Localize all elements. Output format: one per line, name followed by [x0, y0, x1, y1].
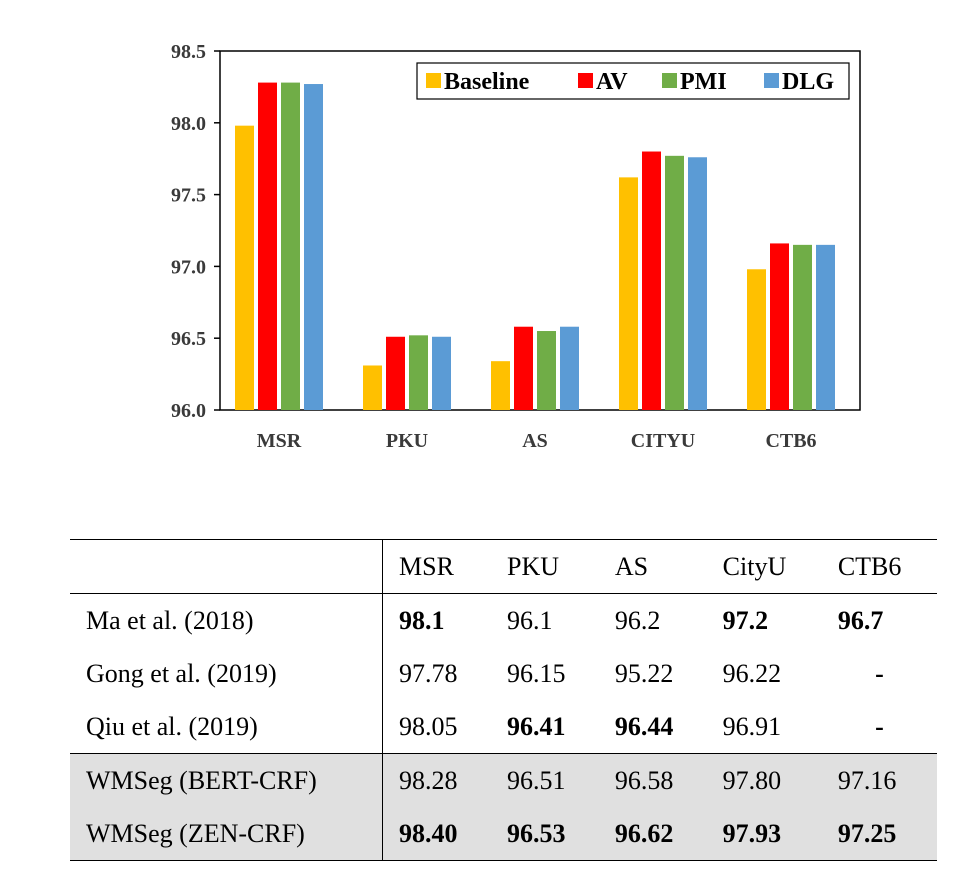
table-cell: -	[875, 658, 884, 688]
table-cell: 97.93	[706, 807, 822, 861]
table-cell: 98.05	[399, 711, 458, 741]
x-tick-label: AS	[522, 430, 548, 452]
column-header: AS	[614, 551, 649, 581]
x-tick-label: CITYU	[631, 430, 695, 452]
row-label: WMSeg (BERT-CRF)	[70, 753, 383, 807]
y-tick-label: 97.0	[171, 256, 206, 278]
y-tick-label: 96.5	[171, 328, 206, 350]
legend-swatch-dlg	[764, 73, 779, 88]
legend-swatch-av	[578, 73, 593, 88]
table-cell: 96.51	[491, 753, 599, 807]
bar-baseline-as	[491, 361, 510, 410]
table-cell: 96.62	[598, 807, 707, 861]
bar-pmi-cityu	[665, 155, 684, 410]
table-row: WMSeg (ZEN-CRF) 98.40 96.53 96.62 97.93 97.25	[70, 807, 937, 861]
bar-av-as	[514, 326, 533, 410]
x-tick-label: PKU	[386, 430, 428, 452]
bar-dlg-msr	[304, 84, 323, 410]
table-cell: 96.2	[614, 605, 661, 635]
table-cell: 96.15	[507, 658, 566, 688]
table-cell: 97.78	[399, 658, 458, 688]
table-cell: 96.44	[614, 711, 674, 741]
table-cell: 97.25	[821, 807, 937, 861]
legend-label: PMI	[680, 69, 727, 95]
header-corner	[70, 539, 383, 594]
column-header: CTB6	[837, 551, 902, 581]
table-body: Ma et al. (2018) 98.1 96.1 96.2 97.2 96.7 Gong…	[70, 593, 937, 861]
bar-pmi-ctb6	[793, 244, 812, 410]
column-header: CityU	[722, 551, 787, 581]
bar-av-ctb6	[770, 243, 789, 410]
bar-pmi-as	[537, 331, 556, 410]
bar-baseline-cityu	[619, 177, 638, 410]
bar-baseline-msr	[235, 125, 254, 410]
table-cell: 96.91	[722, 711, 782, 741]
bars	[235, 82, 835, 410]
row-label: Qiu et al. (2019)	[70, 700, 383, 754]
column-header: MSR	[399, 551, 454, 581]
bar-av-msr	[258, 82, 277, 410]
y-tick-label: 98.0	[171, 113, 206, 135]
table-cell: 96.58	[598, 753, 707, 807]
legend: Baseline AV PMI DLG	[416, 62, 850, 100]
legend-label: AV	[596, 69, 628, 95]
table-cell: 97.80	[706, 753, 822, 807]
table-cell: 97.16	[821, 753, 937, 807]
table-row: Gong et al. (2019) 97.78 96.15 95.22 96.22 -	[70, 647, 937, 700]
bar-dlg-ctb6	[816, 244, 835, 410]
y-tick-label: 98.5	[171, 41, 206, 63]
bar-dlg-as	[560, 326, 579, 410]
y-axis-ticks: 96.0 96.5 97.0 97.5 98.0 98.5	[171, 41, 220, 422]
bar-av-cityu	[642, 151, 661, 410]
results-table: MSR PKU AS CityU CTB6 Ma et al. (2018) 98…	[70, 539, 937, 861]
table-cell: 96.7	[837, 605, 884, 635]
table-row: WMSeg (BERT-CRF) 98.28 96.51 96.58 97.80 97.1…	[70, 753, 937, 807]
bar-baseline-ctb6	[747, 269, 766, 410]
row-label: WMSeg (ZEN-CRF)	[70, 807, 383, 861]
table-cell: 98.40	[382, 807, 492, 861]
bar-pmi-msr	[281, 82, 300, 410]
table-cell: 96.1	[507, 605, 553, 635]
column-header: PKU	[507, 551, 560, 581]
table-header-row: MSR PKU AS CityU CTB6	[70, 539, 937, 594]
table-row: Ma et al. (2018) 98.1 96.1 96.2 97.2 96.7	[70, 593, 937, 647]
legend-label: DLG	[782, 69, 834, 95]
table-cell: 96.41	[507, 711, 566, 741]
table-cell: 95.22	[614, 658, 674, 688]
table-cell: 97.2	[722, 605, 769, 635]
x-tick-label: MSR	[257, 430, 302, 452]
table-cell: 98.1	[399, 605, 445, 635]
table-cell: -	[875, 711, 884, 741]
bar-chart: 96.0 96.5 97.0 97.5 98.0 98.5 MSR PKU AS CITYU CT…	[171, 41, 861, 452]
bar-baseline-pku	[363, 365, 382, 410]
table-cell: 98.28	[382, 753, 492, 807]
legend-label: Baseline	[444, 69, 530, 95]
legend-swatch-pmi	[662, 73, 677, 88]
bar-dlg-pku	[432, 336, 451, 410]
bar-dlg-cityu	[688, 157, 707, 410]
y-tick-label: 97.5	[171, 185, 206, 207]
table-cell: 96.53	[491, 807, 599, 861]
bar-pmi-pku	[409, 335, 428, 410]
table-cell: 96.22	[722, 658, 782, 688]
legend-swatch-baseline	[426, 73, 441, 88]
row-label: Ma et al. (2018)	[70, 593, 383, 647]
row-label: Gong et al. (2019)	[70, 647, 383, 700]
x-tick-label: CTB6	[765, 430, 816, 452]
x-axis-ticks: MSR PKU AS CITYU CTB6	[257, 430, 817, 452]
table-row: Qiu et al. (2019) 98.05 96.41 96.44 96.91 -	[70, 700, 937, 754]
y-tick-label: 96.0	[171, 400, 206, 422]
bar-av-pku	[386, 336, 405, 410]
